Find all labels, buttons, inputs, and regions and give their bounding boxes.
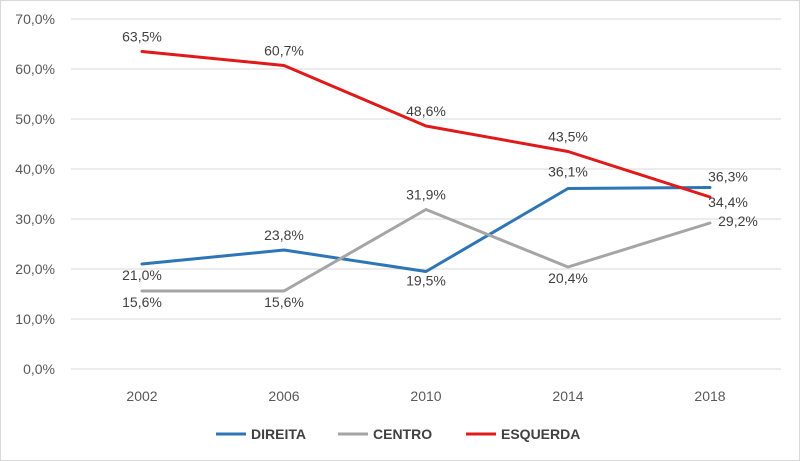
data-label: 20,4% bbox=[548, 270, 588, 286]
y-tick-label: 0,0% bbox=[23, 361, 55, 377]
y-tick-label: 60,0% bbox=[15, 61, 55, 77]
data-label: 34,4% bbox=[708, 194, 748, 210]
x-tick-label: 2002 bbox=[126, 388, 157, 404]
gridlines bbox=[71, 18, 781, 370]
x-tick-label: 2010 bbox=[410, 388, 441, 404]
data-labels: 21,0% 23,8% 19,5% 36,1% 36,3% 15,6% 15,6% 31,9%… bbox=[122, 29, 758, 311]
data-label: 36,3% bbox=[708, 169, 748, 185]
data-label: 31,9% bbox=[406, 187, 446, 203]
x-axis-ticks: 2002 2006 2010 2014 2018 bbox=[126, 388, 725, 404]
y-tick-label: 10,0% bbox=[15, 311, 55, 327]
series-line-esquerda bbox=[140, 50, 712, 199]
y-axis-ticks: 0,0% 10,0% 20,0% 30,0% 40,0% 50,0% 60,0% 70,0% bbox=[15, 11, 55, 377]
legend-label: ESQUERDA bbox=[501, 426, 580, 442]
x-tick-label: 2014 bbox=[552, 388, 583, 404]
data-label: 48,6% bbox=[406, 103, 446, 119]
series-line-centro bbox=[140, 208, 712, 293]
data-label: 15,6% bbox=[264, 294, 304, 310]
x-tick-label: 2006 bbox=[268, 388, 299, 404]
y-tick-label: 20,0% bbox=[15, 261, 55, 277]
series-lines bbox=[140, 50, 712, 293]
legend: DIREITA CENTRO ESQUERDA bbox=[216, 426, 580, 442]
x-tick-label: 2018 bbox=[694, 388, 725, 404]
data-label: 63,5% bbox=[122, 29, 162, 45]
data-label: 43,5% bbox=[548, 129, 588, 145]
data-label: 21,0% bbox=[122, 267, 162, 283]
legend-item-direita: DIREITA bbox=[216, 426, 306, 442]
data-label: 36,1% bbox=[548, 164, 588, 180]
legend-item-esquerda: ESQUERDA bbox=[466, 426, 580, 442]
y-tick-label: 30,0% bbox=[15, 211, 55, 227]
data-label: 60,7% bbox=[264, 43, 304, 59]
y-tick-label: 70,0% bbox=[15, 11, 55, 27]
legend-item-centro: CENTRO bbox=[338, 426, 432, 442]
data-label: 15,6% bbox=[122, 294, 162, 310]
y-tick-label: 40,0% bbox=[15, 161, 55, 177]
legend-label: DIREITA bbox=[251, 426, 306, 442]
data-label: 29,2% bbox=[718, 213, 758, 229]
data-label: 23,8% bbox=[264, 227, 304, 243]
y-tick-label: 50,0% bbox=[15, 111, 55, 127]
data-label: 19,5% bbox=[406, 273, 446, 289]
series-line-direita bbox=[140, 186, 712, 273]
legend-label: CENTRO bbox=[373, 426, 432, 442]
